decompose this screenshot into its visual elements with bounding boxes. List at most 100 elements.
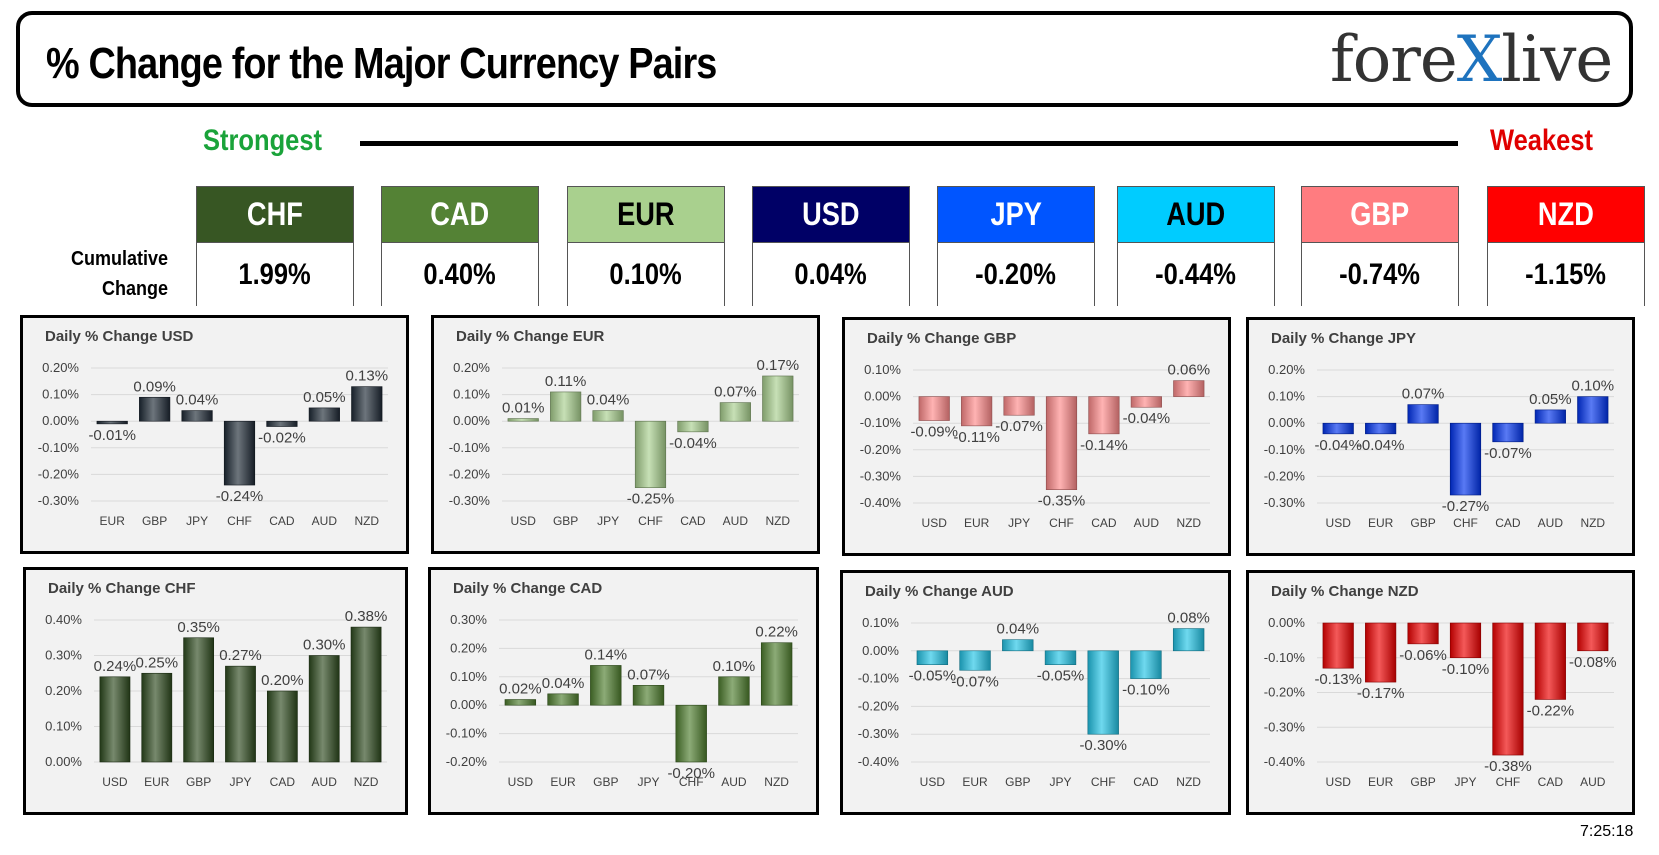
x-tick-label: GBP (593, 775, 618, 789)
data-label: -0.05% (1037, 668, 1085, 685)
y-tick-label: 0.10% (42, 387, 79, 402)
chart-title: Daily % Change NZD (1271, 583, 1419, 600)
data-label: 0.07% (714, 384, 757, 401)
x-tick-label: USD (1326, 516, 1352, 530)
data-label: -0.14% (1080, 437, 1128, 454)
bar-gbp (590, 665, 622, 706)
data-label: 0.11% (545, 373, 586, 390)
x-tick-label: EUR (550, 775, 576, 789)
bar-eur (547, 693, 579, 706)
x-tick-label: AUD (1134, 516, 1160, 530)
bar-eur (141, 672, 173, 763)
data-label: 0.07% (627, 666, 670, 683)
x-tick-label: NZD (1580, 516, 1605, 530)
x-tick-label: NZD (1176, 516, 1201, 530)
currency-box-nzd: NZD -1.15% (1487, 186, 1645, 307)
chart-panel-chf: Daily % Change CHF 0.40% 0.30% 0.20% 0.10% 0.… (23, 567, 408, 815)
x-tick-label: USD (922, 516, 948, 530)
data-label: 0.30% (303, 637, 346, 654)
data-label: -0.01% (88, 427, 136, 444)
bar-gbp (550, 391, 582, 422)
bar-aud (1577, 622, 1609, 652)
y-tick-label: 0.20% (1268, 362, 1305, 377)
bar-usd (507, 418, 539, 422)
bar-chf (1449, 422, 1482, 496)
bar-chf (223, 420, 256, 486)
data-label: 0.22% (755, 624, 798, 641)
data-label: 0.13% (346, 368, 389, 385)
y-tick-label: 0.20% (45, 683, 82, 698)
x-tick-label: GBP (553, 514, 578, 528)
x-tick-label: JPY (1454, 775, 1476, 789)
data-label: -0.07% (995, 418, 1043, 435)
x-tick-label: NZD (354, 514, 379, 528)
x-tick-label: CAD (1538, 775, 1564, 789)
y-tick-label: -0.30% (860, 468, 902, 483)
bar-cad (1492, 422, 1524, 443)
data-label: 0.04% (997, 621, 1040, 638)
currency-box-aud: AUD -0.44% (1117, 186, 1275, 307)
bar-aud (308, 407, 340, 422)
data-label: 0.09% (133, 378, 176, 395)
currency-box-eur: EUR 0.10% (567, 186, 725, 307)
y-tick-label: -0.20% (1264, 468, 1306, 483)
x-tick-label: JPY (597, 514, 619, 528)
y-tick-label: 0.00% (862, 643, 899, 658)
x-tick-label: AUD (312, 775, 338, 789)
x-tick-label: EUR (964, 516, 990, 530)
bar-aud (719, 402, 751, 422)
bar-chf (1045, 396, 1078, 490)
y-tick-label: 0.00% (864, 389, 901, 404)
bar-jpy (1044, 650, 1077, 666)
x-tick-label: USD (511, 514, 537, 528)
currency-cumulative-value: 0.10% (568, 243, 724, 307)
y-tick-label: -0.20% (38, 466, 80, 481)
x-tick-label: EUR (1368, 516, 1394, 530)
data-label: 0.04% (176, 392, 219, 409)
bar-chart: Daily % Change NZD 0.00% -0.10% -0.20% -0.30… (1264, 583, 1617, 789)
currency-cumulative-value: 0.04% (753, 243, 909, 307)
y-tick-label: 0.40% (45, 612, 82, 627)
bar-usd (918, 396, 950, 421)
chart-panel-cad: Daily % Change CAD 0.30% 0.20% 0.10% 0.00% -0… (428, 567, 819, 815)
chart-panel-gbp: Daily % Change GBP 0.10% 0.00% -0.10% -0.20%… (842, 317, 1231, 556)
bar-nzd (760, 642, 793, 706)
bar-eur (96, 420, 128, 425)
data-label: 0.05% (303, 389, 346, 406)
bar-aud (1534, 409, 1566, 424)
x-tick-label: AUD (1538, 516, 1564, 530)
bar-gbp (139, 396, 171, 422)
bar-chart: Daily % Change USD0.20%0.10%0.00%-0.10%-… (38, 328, 389, 528)
bar-cad (1534, 622, 1566, 700)
y-tick-label: -0.40% (1264, 754, 1306, 769)
bar-nzd (1173, 380, 1205, 397)
currency-name: GBP (1302, 187, 1458, 243)
bar-jpy (1449, 622, 1482, 659)
y-tick-label: -0.10% (860, 415, 902, 430)
bar-jpy (225, 665, 256, 763)
x-tick-label: NZD (764, 775, 789, 789)
currency-cumulative-value: -0.44% (1118, 243, 1274, 307)
x-tick-label: CHF (1496, 775, 1521, 789)
currency-name: USD (753, 187, 909, 243)
bar-gbp (1002, 639, 1034, 652)
currency-name: CAD (382, 187, 538, 243)
data-label: -0.04% (1123, 410, 1171, 427)
bar-chart: Daily % Change JPY0.20%0.10%0.00%-0.10%-… (1264, 330, 1614, 530)
page-title: % Change for the Major Currency Pairs (46, 39, 717, 88)
x-tick-label: CAD (680, 514, 706, 528)
x-tick-label: NZD (354, 775, 379, 789)
bar-usd (504, 699, 537, 706)
data-label: -0.05% (909, 668, 957, 685)
currency-box-usd: USD 0.04% (752, 186, 910, 307)
data-label: -0.17% (1357, 685, 1405, 702)
x-tick-label: NZD (765, 514, 790, 528)
x-tick-label: CHF (679, 775, 704, 789)
x-tick-label: EUR (144, 775, 170, 789)
currency-name: NZD (1488, 187, 1644, 243)
bar-gbp (183, 637, 215, 763)
bar-jpy (181, 410, 213, 422)
x-tick-label: CAD (1495, 516, 1521, 530)
y-tick-label: 0.10% (453, 387, 490, 402)
y-tick-label: -0.10% (858, 671, 900, 686)
